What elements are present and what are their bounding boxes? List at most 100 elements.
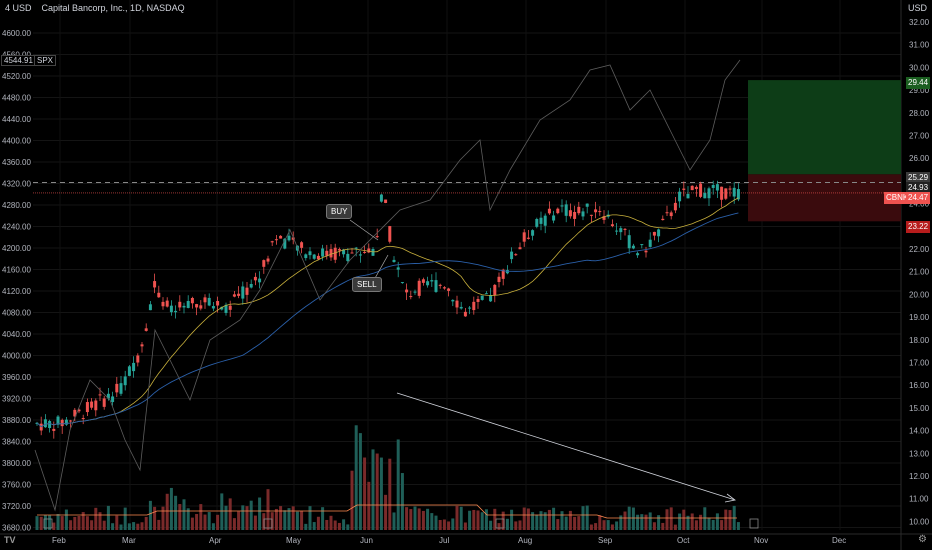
candle-body (363, 251, 367, 253)
gear-icon[interactable]: ⚙ (918, 534, 927, 545)
volume-bar (111, 523, 115, 530)
candle-body (459, 306, 463, 309)
candle-body (182, 305, 186, 308)
left-axis-tick: 4160.00 (2, 266, 31, 275)
volume-bar (106, 505, 110, 530)
candle-body (522, 232, 526, 242)
compare-symbol-badge[interactable]: SPX (34, 55, 57, 66)
profit-zone (748, 80, 901, 175)
volume-bar (426, 508, 430, 530)
candle-body (682, 188, 686, 190)
volume-bar (409, 509, 413, 530)
target-price-label: 29.44 (906, 77, 931, 89)
candle-body (489, 295, 493, 302)
candle-body (333, 247, 337, 260)
candle-body (174, 310, 178, 313)
candle-body (405, 289, 409, 293)
candle-body (661, 218, 665, 221)
left-axis-tick: 4360.00 (2, 158, 31, 167)
volume-bar (413, 506, 417, 530)
candle-body (480, 295, 484, 300)
right-axis-tick: 31.00 (909, 41, 930, 50)
volume-bar (300, 510, 304, 530)
candle-body (211, 306, 215, 309)
candle-body (144, 328, 148, 331)
volume-bar (190, 517, 194, 530)
volume-bar (363, 457, 367, 530)
volume-bar (405, 507, 409, 530)
volume-bar (249, 500, 253, 530)
candle-body (631, 245, 635, 249)
volume-bar (442, 519, 446, 530)
volume-bar (379, 457, 383, 530)
symbol-title[interactable]: Capital Bancorp, Inc., 1D, NASDAQ (41, 3, 185, 13)
volume-bar (715, 513, 719, 530)
volume-bar (619, 515, 623, 530)
candle-body (568, 210, 572, 217)
volume-bar (707, 517, 711, 530)
volume-bar (598, 515, 602, 530)
volume-bar (35, 516, 39, 530)
scale-label: 4 USD (5, 3, 32, 13)
volume-bar (661, 522, 665, 530)
volume-bar (547, 509, 551, 530)
volume-bar (463, 522, 467, 530)
right-axis-tick: 14.00 (909, 427, 930, 436)
candle-body (497, 276, 501, 283)
candle-body (615, 230, 619, 232)
volume-bar (535, 514, 539, 530)
volume-bar (102, 520, 106, 530)
month-label: Aug (518, 536, 532, 545)
volume-bar (552, 507, 556, 530)
volume-bar (678, 513, 682, 530)
volume-bar (518, 520, 522, 530)
candle-body (690, 185, 694, 191)
tradingview-logo-icon[interactable]: TV (4, 535, 16, 545)
candle-body (258, 278, 262, 283)
volume-bar (522, 507, 526, 530)
moving-average-50 (36, 212, 739, 428)
candle-body (60, 419, 64, 427)
volume-bar (182, 499, 186, 530)
candle-body (216, 300, 220, 306)
volume-bar (447, 521, 451, 530)
volume-bar (245, 506, 249, 530)
volume-bar (711, 519, 715, 530)
candle-body (678, 191, 682, 202)
left-axis-tick: 4200.00 (2, 244, 31, 253)
buy-annotation[interactable]: BUY (326, 204, 353, 219)
candle-body (52, 428, 56, 431)
right-axis-tick: 10.00 (909, 517, 930, 526)
volume-bar (346, 524, 350, 530)
volume-bar (258, 497, 262, 530)
volume-bar (195, 514, 199, 530)
candle-body (249, 283, 253, 288)
candle-body (136, 355, 140, 363)
volume-bar (526, 508, 530, 530)
volume-bar (489, 520, 493, 530)
volume-bar (455, 505, 459, 530)
volume-bar (144, 516, 148, 530)
right-axis-tick: 18.00 (909, 336, 930, 345)
volume-bar (531, 512, 535, 530)
candle-body (468, 307, 472, 309)
left-axis-tick: 3880.00 (2, 416, 31, 425)
volume-bar (724, 509, 728, 530)
volume-bar (283, 510, 287, 530)
right-axis-tick: 29.00 (909, 86, 930, 95)
right-axis-tick: 20.00 (909, 290, 930, 299)
volume-bar (657, 515, 661, 530)
volume-bar (115, 515, 119, 530)
candle-body (228, 305, 232, 310)
volume-bar (165, 493, 169, 530)
volume-bar (581, 506, 585, 530)
last-price-label: 24.47 (906, 192, 931, 204)
candle-body (409, 296, 413, 298)
volume-bar (610, 524, 614, 530)
candle-body (400, 282, 404, 284)
month-label: May (286, 536, 301, 545)
sell-annotation[interactable]: SELL (352, 277, 382, 292)
volume-trend-arrow (396, 392, 736, 501)
volume-bar (682, 509, 686, 530)
